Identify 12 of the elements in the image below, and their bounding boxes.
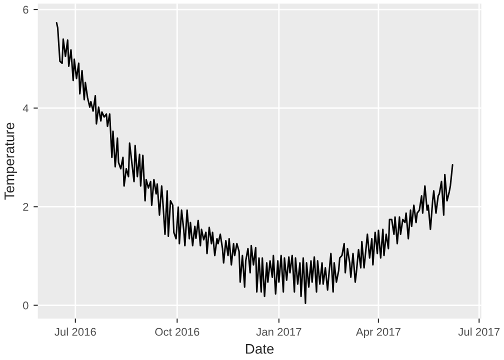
y-tick-label: 0 — [23, 302, 28, 310]
x-tick-label: Jul 2017 — [458, 328, 500, 336]
x-tick-label: Jan 2017 — [256, 328, 302, 336]
x-tick-label: Apr 2017 — [356, 328, 400, 338]
y-axis-title: Temperature — [4, 122, 18, 200]
x-axis-title: Date — [246, 344, 274, 354]
y-tick-label: 2 — [23, 202, 28, 211]
y-tick-label: 4 — [22, 104, 28, 112]
y-tick-label: 6 — [23, 6, 28, 14]
x-tick-label: Oct 2016 — [155, 328, 200, 336]
x-tick-label: Jul 2016 — [54, 328, 96, 336]
line-series — [56, 22, 454, 304]
